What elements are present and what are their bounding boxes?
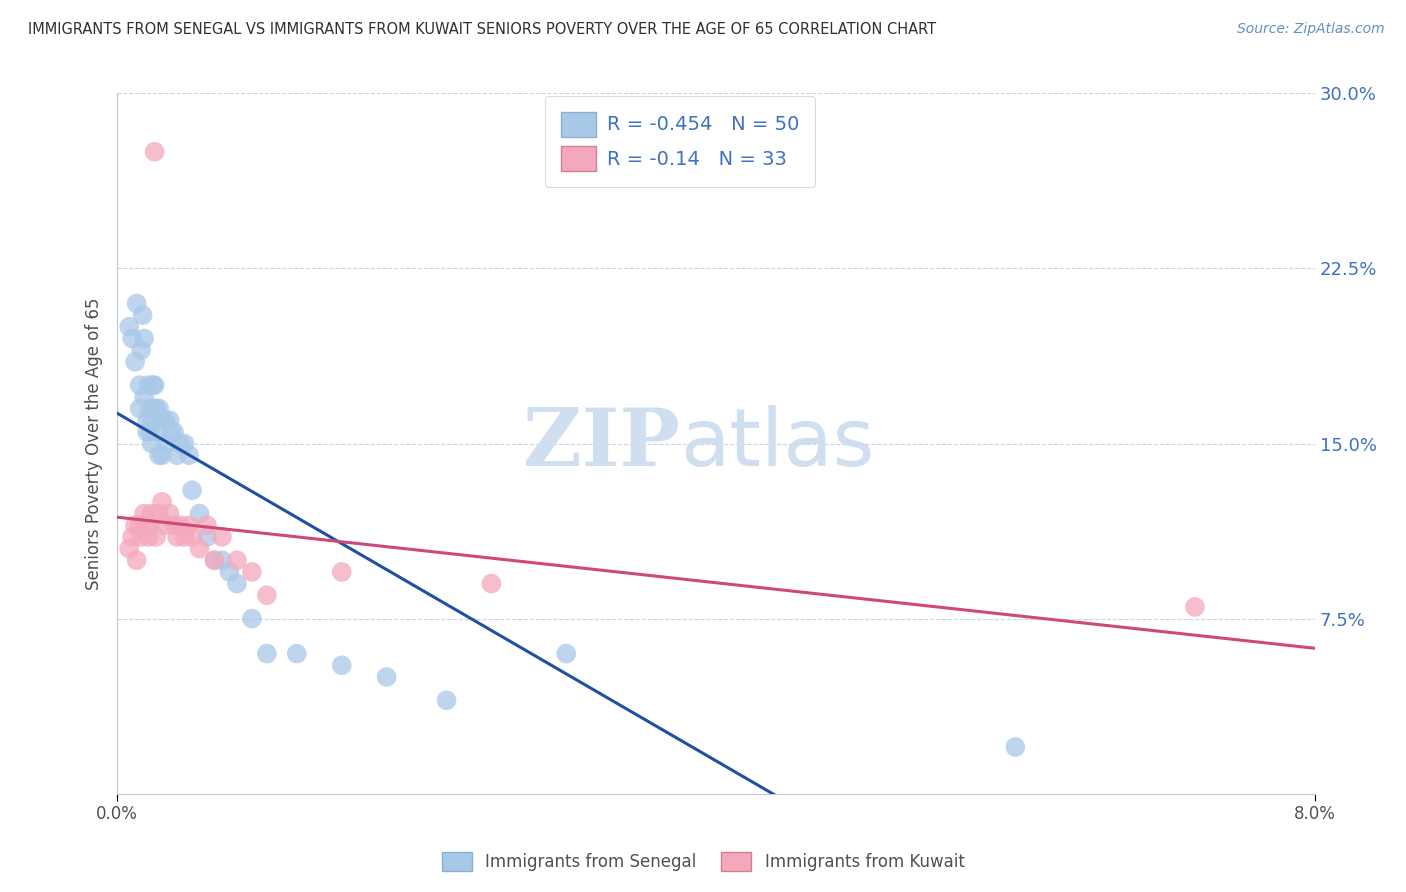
Point <box>159 413 181 427</box>
Point <box>555 647 578 661</box>
Point <box>128 378 150 392</box>
Point <box>143 378 166 392</box>
Point <box>160 425 183 439</box>
Point <box>240 611 263 625</box>
Point <box>204 553 226 567</box>
Point <box>143 401 166 416</box>
Point <box>128 401 150 416</box>
Point <box>330 658 353 673</box>
Point <box>181 530 204 544</box>
Point <box>148 507 170 521</box>
Point <box>195 518 218 533</box>
Point <box>177 448 200 462</box>
Text: atlas: atlas <box>681 404 875 483</box>
Point <box>218 565 240 579</box>
Point <box>125 296 148 310</box>
Point <box>142 378 165 392</box>
Point <box>226 576 249 591</box>
Point <box>139 518 162 533</box>
Point <box>136 413 159 427</box>
Point <box>163 425 186 439</box>
Point <box>330 565 353 579</box>
Point <box>150 448 173 462</box>
Point <box>134 331 156 345</box>
Point <box>129 530 152 544</box>
Point <box>129 343 152 358</box>
Point <box>145 401 167 416</box>
Point <box>138 530 160 544</box>
Point <box>240 565 263 579</box>
Text: IMMIGRANTS FROM SENEGAL VS IMMIGRANTS FROM KUWAIT SENIORS POVERTY OVER THE AGE O: IMMIGRANTS FROM SENEGAL VS IMMIGRANTS FR… <box>28 22 936 37</box>
Point <box>139 401 162 416</box>
Point <box>166 448 188 462</box>
Point <box>150 495 173 509</box>
Legend: R = -0.454   N = 50, R = -0.14   N = 33: R = -0.454 N = 50, R = -0.14 N = 33 <box>546 96 815 187</box>
Point <box>169 436 191 450</box>
Point <box>155 436 177 450</box>
Point <box>141 507 163 521</box>
Point <box>211 553 233 567</box>
Point <box>188 541 211 556</box>
Point <box>125 553 148 567</box>
Point <box>128 518 150 533</box>
Point <box>131 308 153 322</box>
Point <box>159 507 181 521</box>
Point <box>136 518 159 533</box>
Point <box>134 390 156 404</box>
Point <box>134 507 156 521</box>
Point <box>150 413 173 427</box>
Point <box>148 448 170 462</box>
Point <box>121 530 143 544</box>
Point <box>145 530 167 544</box>
Point <box>177 518 200 533</box>
Point <box>181 483 204 498</box>
Point <box>375 670 398 684</box>
Point <box>118 541 141 556</box>
Point <box>436 693 458 707</box>
Point <box>166 530 188 544</box>
Text: ZIP: ZIP <box>523 404 681 483</box>
Point <box>163 518 186 533</box>
Point <box>173 436 195 450</box>
Point <box>285 647 308 661</box>
Point <box>141 436 163 450</box>
Y-axis label: Seniors Poverty Over the Age of 65: Seniors Poverty Over the Age of 65 <box>86 297 103 590</box>
Point <box>118 319 141 334</box>
Point <box>148 401 170 416</box>
Point <box>1184 599 1206 614</box>
Point <box>146 425 169 439</box>
Legend: Immigrants from Senegal, Immigrants from Kuwait: Immigrants from Senegal, Immigrants from… <box>433 843 973 880</box>
Point <box>195 530 218 544</box>
Point <box>188 507 211 521</box>
Point <box>138 378 160 392</box>
Point <box>153 413 176 427</box>
Point <box>124 518 146 533</box>
Point <box>481 576 503 591</box>
Point <box>139 425 162 439</box>
Point <box>141 413 163 427</box>
Point <box>1004 739 1026 754</box>
Point <box>226 553 249 567</box>
Point <box>169 518 191 533</box>
Point <box>124 355 146 369</box>
Point <box>153 518 176 533</box>
Point <box>256 588 278 602</box>
Point <box>204 553 226 567</box>
Point <box>256 647 278 661</box>
Point <box>211 530 233 544</box>
Point <box>136 425 159 439</box>
Text: Source: ZipAtlas.com: Source: ZipAtlas.com <box>1237 22 1385 37</box>
Point <box>173 530 195 544</box>
Point <box>143 145 166 159</box>
Point <box>121 331 143 345</box>
